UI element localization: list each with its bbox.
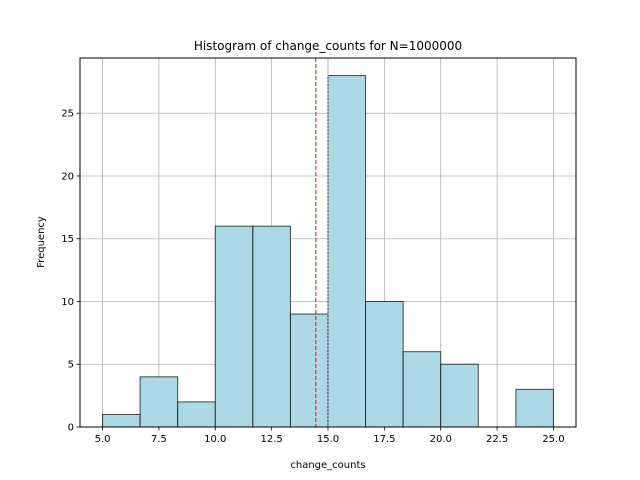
x-tick-label: 15.0 — [317, 434, 339, 445]
x-tick-label: 25.0 — [542, 434, 564, 445]
histogram-bar — [102, 413, 141, 428]
x-tick-label: 5.0 — [95, 434, 111, 445]
y-axis-ticks: 0 5 10 15 20 25 — [61, 109, 80, 434]
y-axis-label: Frequency — [36, 216, 47, 268]
histogram-bar — [440, 363, 479, 428]
x-axis-label: change_counts — [290, 460, 365, 471]
histogram-bar — [515, 388, 554, 428]
x-tick-label: 22.5 — [486, 434, 508, 445]
histogram-bar — [214, 225, 254, 428]
x-tick-label: 12.5 — [261, 434, 283, 445]
bars — [102, 75, 554, 428]
chart-title: Histogram of change_counts for N=1000000 — [194, 39, 462, 53]
x-tick-label: 20.0 — [430, 434, 452, 445]
histogram-bar — [289, 313, 329, 428]
y-tick-label: 0 — [68, 423, 74, 434]
histogram-bar — [139, 376, 179, 428]
x-tick-label: 17.5 — [373, 434, 395, 445]
histogram-bar — [365, 300, 404, 428]
y-tick-label: 5 — [68, 360, 74, 371]
histogram-bar — [327, 75, 367, 428]
y-tick-label: 25 — [61, 109, 74, 120]
y-tick-label: 20 — [61, 171, 74, 182]
x-axis-ticks: 5.0 7.5 10.0 12.5 15.0 17.5 20.0 22.5 25.0 — [95, 427, 565, 445]
reference-lines — [315, 58, 329, 427]
histogram-bar — [177, 401, 216, 428]
x-tick-label: 10.0 — [204, 434, 226, 445]
y-tick-label: 10 — [61, 297, 74, 308]
y-tick-label: 15 — [61, 234, 74, 245]
x-tick-label: 7.5 — [151, 434, 167, 445]
histogram-bar — [402, 351, 442, 428]
histogram-bar — [252, 225, 291, 428]
